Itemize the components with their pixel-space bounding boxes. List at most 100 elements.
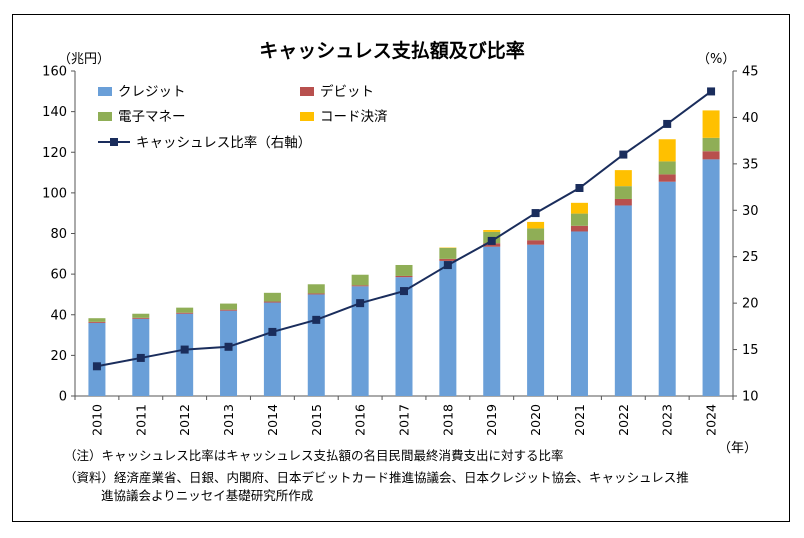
ratio-point <box>443 261 452 270</box>
y-tick-label-right: 15 <box>742 343 759 358</box>
y-tick-label-left: 40 <box>50 308 67 323</box>
bar-segment <box>395 264 413 276</box>
y-tick-label-right: 40 <box>742 111 759 126</box>
ratio-point <box>663 119 672 128</box>
bar-segment <box>132 317 150 319</box>
bar-segment <box>614 205 632 396</box>
bar-segment <box>263 302 281 396</box>
x-tick-label: 2012 <box>177 404 192 436</box>
chart-title: キャッシュレス支払額及び比率 <box>259 39 525 62</box>
bar-segment <box>702 151 720 160</box>
x-tick-label: 2024 <box>704 404 719 436</box>
legend-swatch <box>98 112 112 121</box>
bar-segment <box>220 303 238 310</box>
bar-segment <box>307 294 325 396</box>
ratio-point <box>619 150 628 159</box>
bar-segment <box>702 137 720 152</box>
bar-segment <box>658 161 676 175</box>
bar-segment <box>570 225 588 232</box>
bar-segment <box>658 174 676 182</box>
bar-segment <box>220 310 238 396</box>
bar-segment <box>658 139 676 162</box>
x-tick-label: 2019 <box>484 404 499 436</box>
ratio-point <box>92 362 101 371</box>
x-tick-label: 2015 <box>309 404 324 436</box>
x-axis-label: （年） <box>718 441 757 456</box>
bar-segment <box>439 258 457 261</box>
ratio-point <box>400 287 408 296</box>
legend-label: 電子マネー <box>118 109 186 125</box>
bar-segment <box>570 213 588 226</box>
legend-swatch <box>300 87 314 96</box>
bar-segment <box>176 307 194 313</box>
x-tick-label: 2020 <box>528 404 543 436</box>
y-tick-label-left: 100 <box>42 186 67 201</box>
x-tick-label: 2021 <box>572 404 587 436</box>
bar-segment <box>527 240 545 245</box>
bar-segment <box>395 275 413 278</box>
bar-segment <box>220 309 238 311</box>
bar-segment <box>570 231 588 396</box>
bar-segment <box>439 260 457 396</box>
ratio-point <box>356 299 365 308</box>
bar-segment <box>614 186 632 199</box>
y-tick-label-right: 20 <box>742 297 759 312</box>
bar-segment <box>570 202 588 214</box>
bar-segment <box>527 228 545 241</box>
bar-segment <box>614 198 632 206</box>
note-line-2: （資料）経済産業省、日銀、内閣府、日本デビットカード推進協議会、日本クレジット協… <box>64 470 689 485</box>
ratio-point <box>487 236 496 245</box>
bar-segment <box>702 110 720 138</box>
ratio-point <box>531 209 540 218</box>
x-tick-label: 2014 <box>265 404 280 436</box>
note-line-3: 進協議会よりニッセイ基礎研究所作成 <box>101 488 314 503</box>
bar-segment <box>351 285 369 287</box>
x-tick-label: 2017 <box>397 404 412 436</box>
legend-label: コード決済 <box>320 109 388 125</box>
y-tick-label-right: 45 <box>742 65 759 80</box>
bar-segment <box>263 301 281 303</box>
bar-segment <box>88 318 106 322</box>
y-tick-label-left: 160 <box>42 65 67 80</box>
ratio-point <box>224 342 233 351</box>
legend-label: クレジット <box>118 84 186 100</box>
bar-segment <box>307 284 325 294</box>
y-tick-label-left: 80 <box>50 227 67 242</box>
bar-segment <box>527 244 545 396</box>
ratio-point <box>268 327 277 336</box>
y-tick-label-left: 0 <box>59 390 67 405</box>
x-tick-label: 2010 <box>89 404 104 436</box>
y-axis-right-label: （%） <box>697 52 735 67</box>
legend-label: デビット <box>320 83 374 100</box>
bar-segment <box>483 230 501 232</box>
bar-segment <box>702 159 720 396</box>
y-tick-label-left: 120 <box>42 146 67 161</box>
x-tick-label: 2016 <box>353 404 368 436</box>
legend-swatch <box>300 112 314 121</box>
bar-segment <box>88 321 106 323</box>
x-tick-label: 2013 <box>221 404 236 436</box>
bar-segment <box>176 313 194 396</box>
note-line-1: （注）キャッシュレス比率はキャッシュレス支払額の名目民間最終消費支出に対する比率 <box>64 448 564 463</box>
bar-segment <box>263 292 281 302</box>
ratio-point <box>575 184 584 192</box>
legend-line-marker <box>110 138 118 146</box>
y-tick-label-right: 35 <box>742 157 759 172</box>
y-axis-left-label: （兆円） <box>58 52 110 67</box>
bar-segment <box>132 313 150 318</box>
ratio-point <box>136 353 145 362</box>
bar-segment <box>527 221 545 229</box>
y-tick-label-right: 10 <box>742 390 759 405</box>
bar-segment <box>483 243 501 247</box>
bar-segment <box>658 181 676 396</box>
bar-segment <box>88 322 106 396</box>
y-tick-label-right: 25 <box>742 250 759 265</box>
bar-segment <box>307 293 325 295</box>
legend-label: キャッシュレス比率（右軸） <box>136 134 311 151</box>
bar-segment <box>395 277 413 396</box>
y-tick-label-right: 30 <box>742 204 759 219</box>
ratio-point <box>707 87 716 96</box>
ratio-point <box>180 345 189 354</box>
